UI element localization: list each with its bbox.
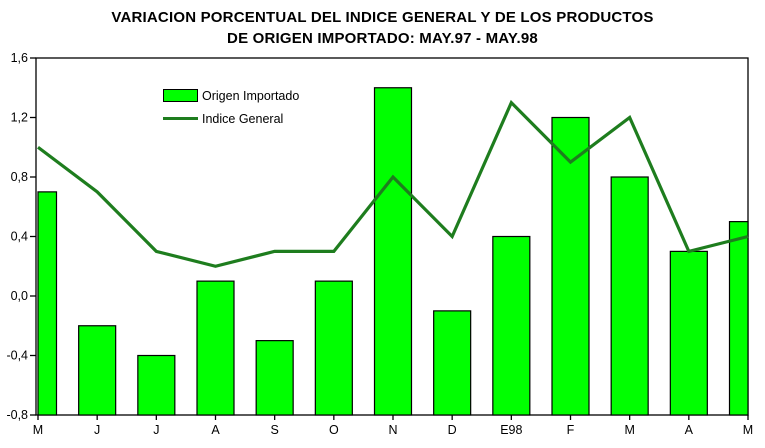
legend-line-label: Indice General xyxy=(202,111,284,126)
x-tick-label: E98 xyxy=(500,423,522,437)
x-tick-label: A xyxy=(211,423,220,437)
x-tick-label: D xyxy=(448,423,457,437)
bar-origen-importado xyxy=(78,325,117,416)
bar-origen-importado xyxy=(728,221,749,416)
bar-origen-importado xyxy=(314,280,353,416)
x-tick-label: N xyxy=(388,423,397,437)
legend-item-origen-importado: Origen Importado xyxy=(163,84,299,107)
bar-origen-importado xyxy=(610,176,649,416)
x-tick-label: M xyxy=(33,423,43,437)
chart-title-line2: DE ORIGEN IMPORTADO: MAY.97 - MAY.98 xyxy=(227,30,538,47)
x-tick-label: M xyxy=(624,423,634,437)
x-tick-label: S xyxy=(270,423,278,437)
bar-origen-importado xyxy=(196,280,235,416)
x-tick-label: M xyxy=(743,423,753,437)
x-tick-label: J xyxy=(153,423,159,437)
y-tick-label: 0,0 xyxy=(11,289,28,303)
bar-origen-importado xyxy=(492,235,531,416)
x-tick-label: F xyxy=(567,423,575,437)
y-tick-label: 1,6 xyxy=(11,51,28,65)
y-tick-label: 1,2 xyxy=(11,111,28,125)
bar-origen-importado xyxy=(373,87,413,416)
bar-origen-importado xyxy=(669,250,708,416)
chart-title-line1: VARIACION PORCENTUAL DEL INDICE GENERAL … xyxy=(111,9,654,26)
chart-title: VARIACION PORCENTUAL DEL INDICE GENERAL … xyxy=(0,7,765,49)
legend-line-swatch-icon xyxy=(163,117,198,120)
x-tick-label: O xyxy=(329,423,339,437)
legend-bar-label: Origen Importado xyxy=(202,88,300,103)
bar-origen-importado xyxy=(433,310,472,416)
y-tick-label: 0,4 xyxy=(11,230,28,244)
legend-item-indice-general: Indice General xyxy=(163,107,299,130)
bar-origen-importado xyxy=(551,116,590,416)
y-tick-label: -0,4 xyxy=(6,349,28,363)
legend: Origen Importado Indice General xyxy=(163,84,299,130)
line-indice-general xyxy=(37,99,749,268)
x-tick-label: A xyxy=(685,423,694,437)
legend-bar-swatch-icon xyxy=(163,89,198,102)
x-tick-label: J xyxy=(94,423,100,437)
bar-origen-importado xyxy=(255,340,294,416)
bar-origen-importado xyxy=(37,191,58,416)
bar-origen-importado xyxy=(137,354,176,416)
y-tick-label: -0,8 xyxy=(6,408,28,422)
y-tick-label: 0,8 xyxy=(11,170,28,184)
